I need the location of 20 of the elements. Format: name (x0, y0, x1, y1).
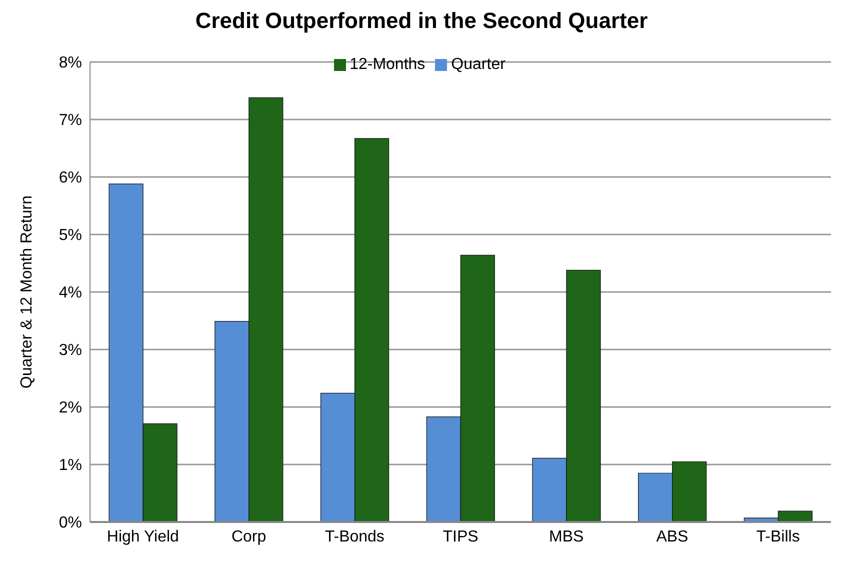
legend-label: 12-Months (350, 56, 426, 73)
y-tick-label: 7% (58, 112, 82, 130)
x-tick-label: T-Bills (756, 528, 800, 546)
x-tick-label: High Yield (106, 528, 179, 546)
y-tick-label: 1% (58, 457, 82, 474)
y-tick-label: 3% (58, 342, 82, 360)
x-tick-label: T-Bonds (324, 528, 384, 546)
x-tick-label: MBS (549, 528, 584, 546)
chart-title: Credit Outperformed in the Second Quarter (194, 8, 649, 34)
y-axis-title: Quarter & 12 Month Return (18, 196, 36, 388)
x-tick-label: TIPS (442, 528, 478, 546)
y-tick-label: 8% (58, 54, 82, 72)
x-tick-label: Corp (231, 528, 266, 546)
y-tick-label: 2% (58, 400, 82, 417)
y-tick-label: 4% (58, 284, 82, 302)
y-tick-label: 0% (58, 514, 82, 532)
y-tick-label: 6% (58, 170, 82, 187)
x-tick-label: ABS (656, 528, 688, 546)
legend-label: Quarter (451, 56, 506, 73)
y-tick-label: 5% (58, 227, 82, 244)
